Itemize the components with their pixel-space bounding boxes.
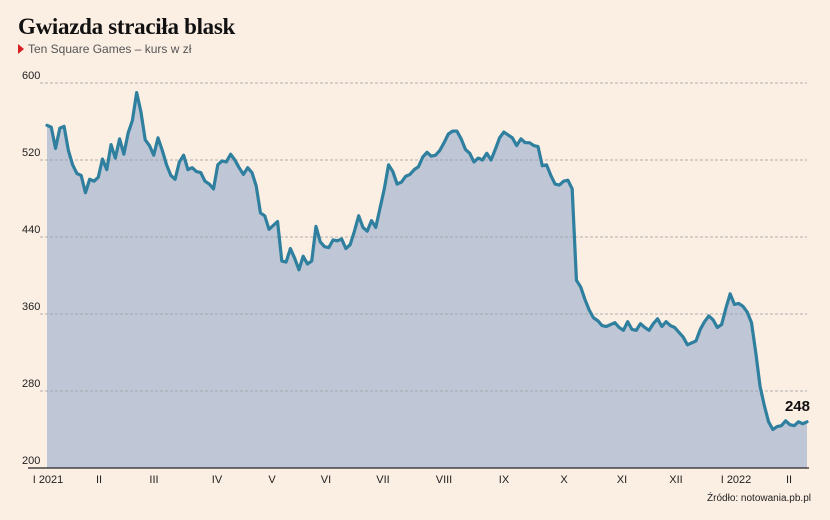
subtitle-text: Ten Square Games – kurs w zł — [28, 42, 192, 56]
x-tick-label: III — [149, 474, 158, 486]
x-tick-label: VIII — [436, 474, 453, 486]
red-triangle-marker-icon — [18, 44, 24, 54]
last-value-label: 248 — [785, 398, 810, 415]
x-tick-label: V — [268, 474, 276, 486]
y-tick-label: 600 — [22, 70, 40, 82]
chart-title: Gwiazda straciła blask — [18, 14, 236, 39]
x-tick-label: II — [786, 474, 792, 486]
chart-subtitle: Ten Square Games – kurs w zł — [18, 42, 191, 56]
price-line — [45, 91, 809, 432]
y-tick-label: 200 — [22, 455, 40, 467]
x-tick-label: II — [96, 474, 102, 486]
y-tick-label: 360 — [22, 301, 40, 313]
x-tick-label: I 2022 — [721, 474, 752, 486]
x-tick-label: VII — [376, 474, 389, 486]
y-tick-label: 520 — [22, 147, 40, 159]
y-tick-label: 280 — [22, 378, 40, 390]
x-tick-label: I 2021 — [33, 474, 64, 486]
source-note: Źródło: notowania.pb.pl — [707, 493, 811, 504]
y-tick-label: 440 — [22, 224, 40, 236]
x-tick-label: VI — [321, 474, 331, 486]
x-tick-label: XII — [669, 474, 682, 486]
price-area — [47, 92, 807, 468]
x-tick-label: XI — [617, 474, 627, 486]
x-tick-label: IX — [499, 474, 510, 486]
x-tick-label: X — [560, 474, 568, 486]
x-tick-label: IV — [212, 474, 223, 486]
